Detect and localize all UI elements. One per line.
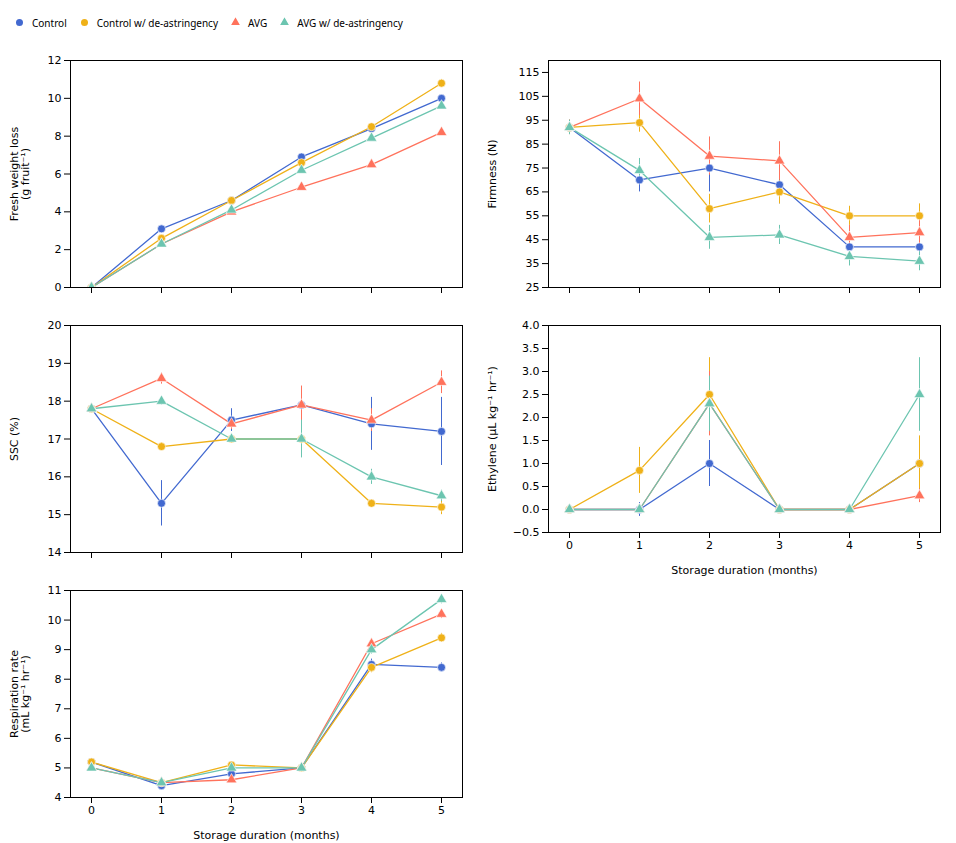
svg-text:0: 0 (566, 539, 573, 552)
svg-text:20: 20 (48, 319, 62, 332)
svg-text:75: 75 (526, 162, 540, 175)
svg-text:105: 105 (519, 90, 540, 103)
svg-text:0: 0 (88, 804, 95, 817)
svg-text:1: 1 (636, 539, 643, 552)
svg-text:0.5: 0.5 (522, 480, 540, 493)
svg-text:15: 15 (48, 508, 62, 521)
svg-text:4: 4 (55, 791, 62, 804)
svg-text:4.0: 4.0 (522, 319, 540, 332)
svg-text:3: 3 (298, 804, 305, 817)
svg-text:0.0: 0.0 (522, 503, 540, 516)
svg-text:4: 4 (368, 804, 375, 817)
svg-text:Storage duration (months): Storage duration (months) (671, 564, 817, 577)
svg-text:10: 10 (48, 614, 62, 627)
svg-text:2.5: 2.5 (522, 388, 540, 401)
svg-text:3.0: 3.0 (522, 365, 540, 378)
svg-text:18: 18 (48, 395, 62, 408)
svg-text:25: 25 (526, 281, 540, 294)
svg-text:2: 2 (55, 243, 62, 256)
svg-text:14: 14 (48, 546, 62, 559)
svg-text:8: 8 (55, 130, 62, 143)
svg-text:2: 2 (228, 804, 235, 817)
svg-text:9: 9 (55, 643, 62, 656)
svg-text:12: 12 (48, 54, 62, 67)
svg-text:65: 65 (526, 185, 540, 198)
svg-text:2: 2 (706, 539, 713, 552)
svg-text:1.5: 1.5 (522, 434, 540, 447)
svg-text:5: 5 (438, 804, 445, 817)
svg-text:7: 7 (55, 702, 62, 715)
svg-text:Ethylene (μL kg⁻¹ hr⁻¹): Ethylene (μL kg⁻¹ hr⁻¹) (486, 366, 499, 492)
svg-text:35: 35 (526, 257, 540, 270)
svg-text:4: 4 (846, 539, 853, 552)
html-text:AVG w/ de-astringency: AVG w/ de-astringency (297, 15, 403, 30)
svg-text:1.0: 1.0 (522, 457, 540, 470)
svg-text:95: 95 (526, 114, 540, 127)
svg-text:85: 85 (526, 138, 540, 151)
svg-text:Respiration rate(mL kg⁻¹ hr⁻¹): Respiration rate(mL kg⁻¹ hr⁻¹) (8, 650, 32, 738)
svg-text:55: 55 (526, 209, 540, 222)
svg-text:Firmness (N): Firmness (N) (486, 139, 499, 208)
svg-text:45: 45 (526, 233, 540, 246)
svg-text:SSC (%): SSC (%) (8, 417, 21, 461)
svg-text:5: 5 (916, 539, 923, 552)
svg-text:Storage duration (months): Storage duration (months) (193, 829, 339, 842)
svg-text:19: 19 (48, 357, 62, 370)
svg-text:3: 3 (776, 539, 783, 552)
html-text:Control: Control (32, 15, 67, 30)
svg-text:1: 1 (158, 804, 165, 817)
html-text:AVG: AVG (248, 15, 268, 30)
svg-text:2.0: 2.0 (522, 411, 540, 424)
svg-text:17: 17 (48, 433, 62, 446)
svg-text:4: 4 (55, 205, 62, 218)
svg-text:115: 115 (519, 66, 540, 79)
svg-text:6: 6 (55, 168, 62, 181)
html-text:Control w/ de-astringency: Control w/ de-astringency (96, 15, 218, 30)
svg-text:16: 16 (48, 470, 62, 483)
svg-text:8: 8 (55, 673, 62, 686)
svg-text:−0.5: −0.5 (513, 526, 540, 539)
svg-text:11: 11 (48, 584, 62, 597)
svg-text:0: 0 (55, 281, 62, 294)
svg-text:10: 10 (48, 92, 62, 105)
svg-text:3.5: 3.5 (522, 342, 540, 355)
svg-text:Fresh weight loss(g fruit⁻¹): Fresh weight loss(g fruit⁻¹) (8, 126, 32, 221)
svg-text:5: 5 (55, 761, 62, 774)
svg-text:6: 6 (55, 732, 62, 745)
